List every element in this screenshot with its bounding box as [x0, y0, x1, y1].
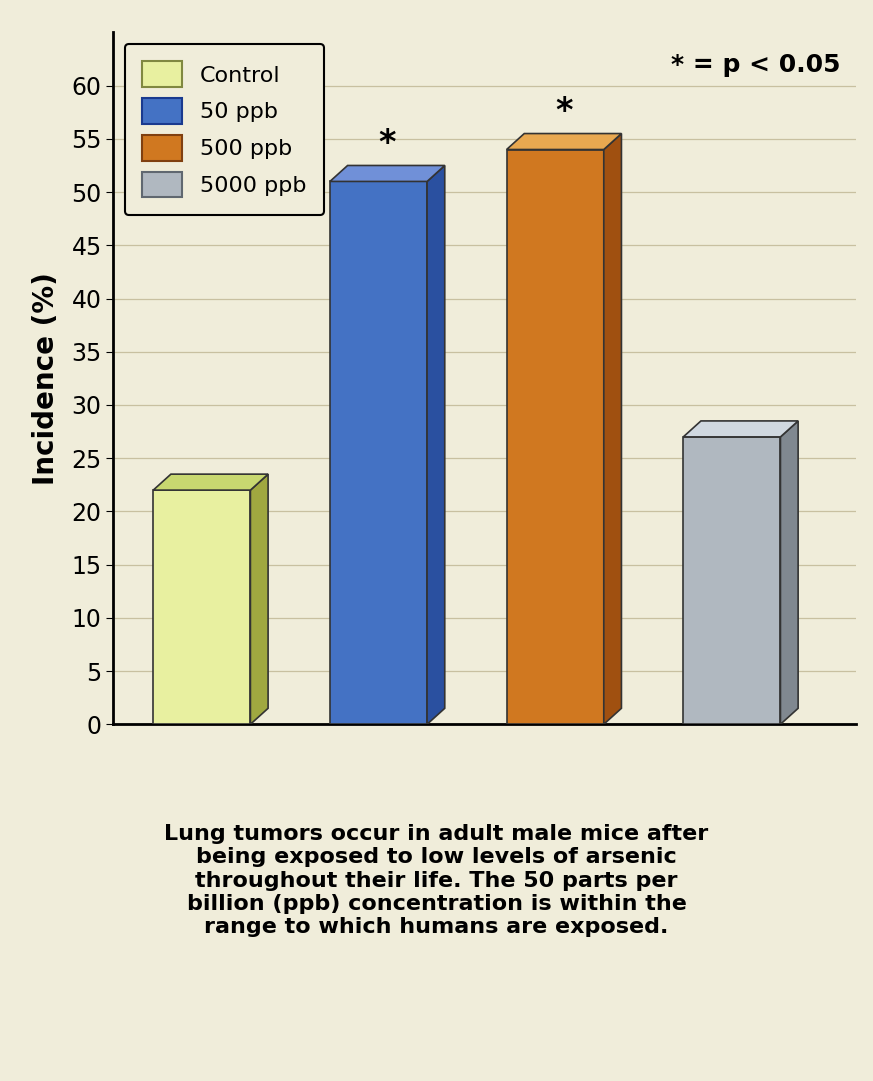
Polygon shape	[684, 421, 798, 437]
Polygon shape	[604, 134, 622, 724]
Text: Lung tumors occur in adult male mice after
being exposed to low levels of arseni: Lung tumors occur in adult male mice aft…	[164, 824, 709, 937]
Text: *: *	[379, 128, 396, 160]
Polygon shape	[330, 165, 444, 182]
Text: * = p < 0.05: * = p < 0.05	[671, 53, 841, 77]
Text: *: *	[555, 95, 573, 129]
Polygon shape	[427, 165, 444, 724]
Legend: Control, 50 ppb, 500 ppb, 5000 ppb: Control, 50 ppb, 500 ppb, 5000 ppb	[125, 43, 325, 215]
Polygon shape	[154, 475, 268, 490]
Polygon shape	[251, 475, 268, 724]
Polygon shape	[506, 149, 604, 724]
Polygon shape	[154, 490, 251, 724]
Polygon shape	[684, 437, 780, 724]
Polygon shape	[330, 182, 427, 724]
Polygon shape	[506, 134, 622, 149]
Y-axis label: Incidence (%): Incidence (%)	[32, 272, 60, 484]
Polygon shape	[780, 421, 798, 724]
